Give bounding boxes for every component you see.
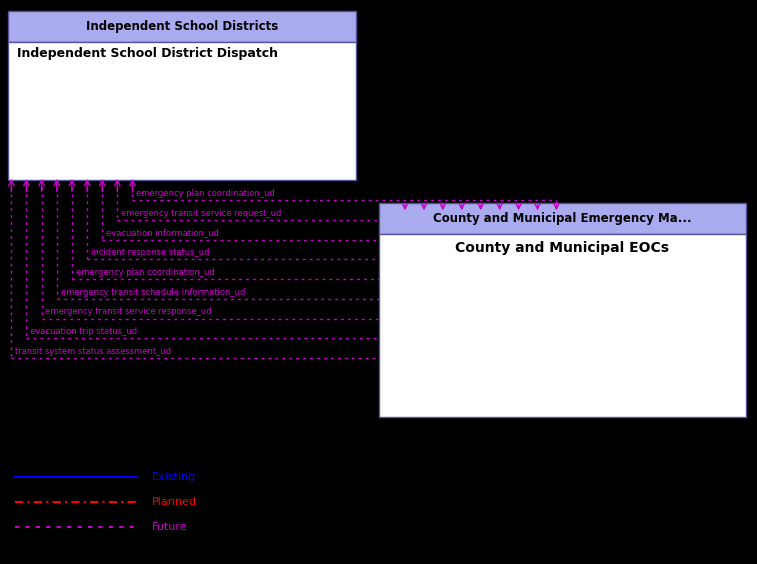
Text: emergency transit schedule information_ud: emergency transit schedule information_u… (61, 288, 245, 297)
Text: Planned: Planned (151, 497, 196, 507)
Text: County and Municipal Emergency Ma...: County and Municipal Emergency Ma... (433, 212, 691, 225)
Text: emergency transit service request_ud: emergency transit service request_ud (121, 209, 282, 218)
Text: emergency plan coordination_ud: emergency plan coordination_ud (76, 268, 214, 277)
Text: evacuation information_ud: evacuation information_ud (106, 228, 219, 237)
Bar (378, 203, 746, 234)
Bar (8, 11, 356, 42)
Text: transit system status assessment_ud: transit system status assessment_ud (15, 347, 171, 356)
Bar (378, 234, 746, 417)
Bar (8, 42, 356, 180)
Text: Existing: Existing (151, 472, 195, 482)
Text: emergency plan coordination_ud: emergency plan coordination_ud (136, 189, 275, 198)
Text: County and Municipal EOCs: County and Municipal EOCs (455, 241, 669, 255)
Text: evacuation trip status_ud: evacuation trip status_ud (30, 327, 138, 336)
Text: Future: Future (151, 522, 187, 532)
Text: emergency transit service response_ud: emergency transit service response_ud (45, 307, 212, 316)
Text: Independent School District Dispatch: Independent School District Dispatch (17, 47, 278, 60)
Text: Independent School Districts: Independent School Districts (86, 20, 278, 33)
Text: incident response status_ud: incident response status_ud (91, 248, 210, 257)
